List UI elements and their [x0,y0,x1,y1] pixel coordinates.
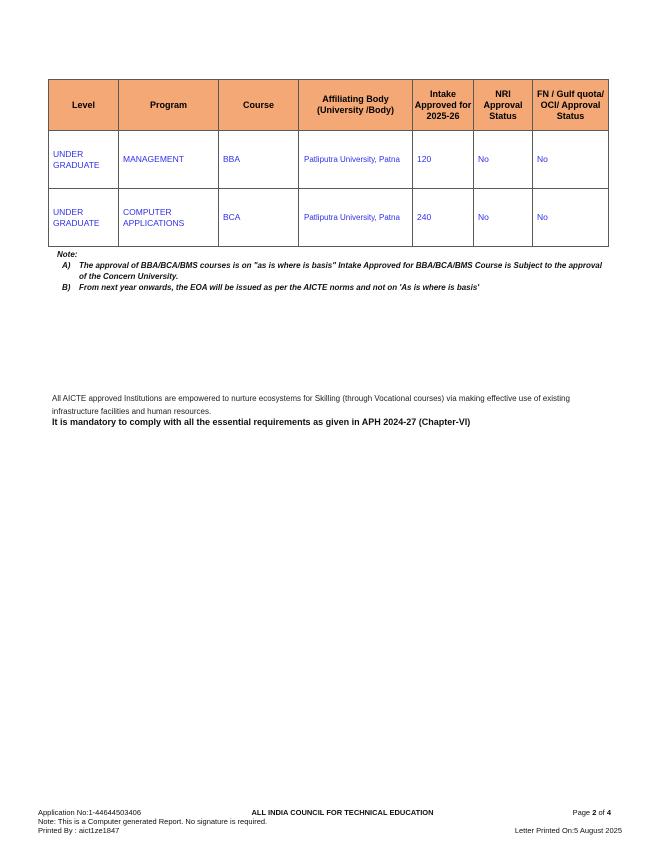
cell-nri-approval-status: No [473,188,533,247]
cell-intake-approved: 240 [412,188,474,247]
table-header-row: Level Program Course Affiliating Body (U… [48,79,609,131]
col-header-fn-gulf-approval-status: FN / Gulf quota/ OCI/ Approval Status [532,79,609,131]
footer-generated-note: Note: This is a Computer generated Repor… [38,817,268,826]
col-header-level: Level [48,79,119,131]
note-item-b: B) From next year onwards, the EOA will … [62,282,605,293]
note-item-a: A) The approval of BBA/BCA/BMS courses i… [62,260,605,282]
footer-page-total: 4 [606,808,611,817]
approved-courses-table: Level Program Course Affiliating Body (U… [48,79,609,247]
col-header-intake-approved: Intake Approved for 2025-26 [412,79,474,131]
skilling-paragraph: All AICTE approved Institutions are empo… [52,394,570,416]
note-label-a: A) [62,261,71,270]
footer-page-indicator: Page 2 of 4 [573,808,611,817]
cell-fn-gulf-approval-status: No [532,130,609,189]
cell-program: MANAGEMENT [118,130,219,189]
footer-letter-printed-on: Letter Printed On:5 August 2025 [514,826,622,835]
cell-affiliating-body: Patliputra University, Patna [298,188,413,247]
note-label-b: B) [62,283,71,292]
cell-nri-approval-status: No [473,130,533,189]
table-row: UNDER GRADUATE MANAGEMENT BBA Patliputra… [48,130,609,189]
cell-level: UNDER GRADUATE [48,130,119,189]
note-text-a: The approval of BBA/BCA/BMS courses is o… [79,261,602,281]
cell-course: BCA [218,188,299,247]
footer-printed-by: Printed By : aict1ze1847 [38,826,120,835]
cell-fn-gulf-approval-status: No [532,188,609,247]
col-header-affiliating-body: Affiliating Body (University /Body) [298,79,413,131]
notes-title: Note: [57,250,78,259]
cell-intake-approved: 120 [412,130,474,189]
notes-section: Note: A) The approval of BBA/BCA/BMS cou… [57,249,605,293]
col-header-program: Program [118,79,219,131]
table-row: UNDER GRADUATE COMPUTER APPLICATIONS BCA… [48,188,609,247]
col-header-course: Course [218,79,299,131]
cell-course: BBA [218,130,299,189]
note-text-b: From next year onwards, the EOA will be … [79,283,480,292]
cell-program: COMPUTER APPLICATIONS [118,188,219,247]
footer-page-number: 2 [592,808,597,817]
cell-affiliating-body: Patliputra University, Patna [298,130,413,189]
footer-page-of: of [598,808,605,817]
mandatory-requirement-line: It is mandatory to comply with all the e… [52,417,471,427]
footer-application-no: Application No:1-44644503406 [38,808,141,817]
cell-level: UNDER GRADUATE [48,188,119,247]
footer-org-name: ALL INDIA COUNCIL FOR TECHNICAL EDUCATIO… [251,808,434,817]
footer-page-prefix: Page [572,808,591,817]
col-header-nri-approval-status: NRI Approval Status [473,79,533,131]
